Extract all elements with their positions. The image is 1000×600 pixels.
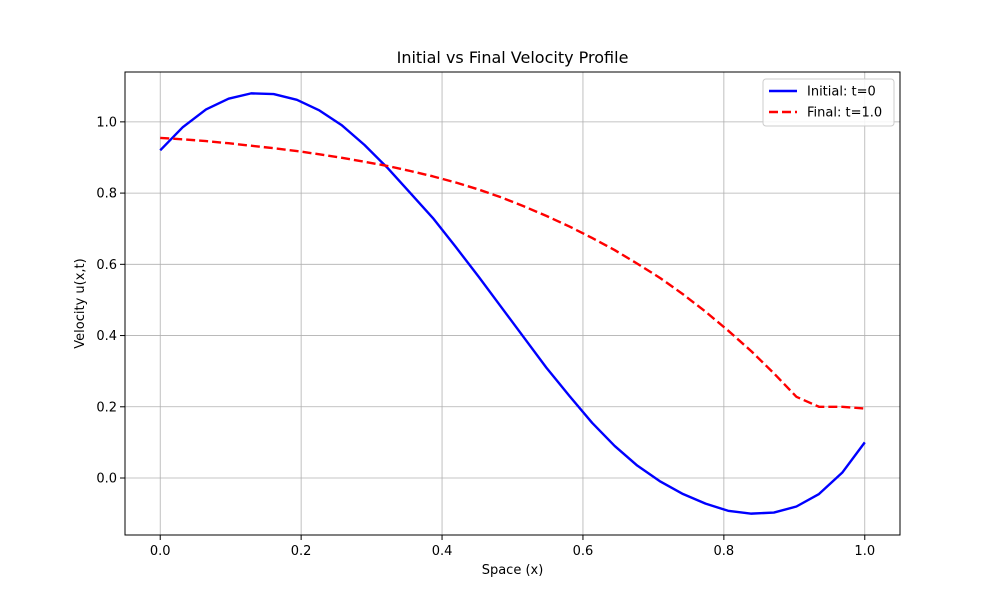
x-tick-label: 0.6 bbox=[573, 544, 594, 559]
x-tick-label: 0.8 bbox=[714, 544, 735, 559]
series-lines bbox=[159, 92, 866, 515]
chart-title: Initial vs Final Velocity Profile bbox=[397, 48, 629, 67]
x-tick-label: 1.0 bbox=[854, 544, 875, 559]
y-tick-label: 1.0 bbox=[96, 115, 117, 130]
grid bbox=[125, 72, 900, 535]
x-axis-label: Space (x) bbox=[482, 563, 544, 578]
y-tick-label: 0.6 bbox=[96, 258, 117, 273]
y-tick-label: 0.2 bbox=[96, 400, 117, 415]
y-tick-label: 0.8 bbox=[96, 187, 117, 202]
legend-label: Final: t=1.0 bbox=[807, 106, 882, 121]
y-axis-label: Velocity u(x,t) bbox=[73, 258, 88, 348]
series-line-final bbox=[160, 136, 865, 410]
x-tick-label: 0.4 bbox=[432, 544, 453, 559]
y-tick-label: 0.0 bbox=[96, 472, 117, 487]
ticks: 0.0 0.2 0.4 0.6 0.8 1.0 0.0 0.2 0.4 0.6 0.8 1.0 bbox=[96, 115, 875, 559]
x-tick-label: 0.2 bbox=[291, 544, 312, 559]
series-line-initial bbox=[159, 92, 866, 515]
x-tick-label: 0.0 bbox=[150, 544, 171, 559]
legend: Initial: t=0 Final: t=1.0 bbox=[762, 78, 895, 127]
legend-label: Initial: t=0 bbox=[807, 85, 876, 100]
plot-frame bbox=[124, 71, 901, 536]
y-tick-label: 0.4 bbox=[96, 329, 117, 344]
